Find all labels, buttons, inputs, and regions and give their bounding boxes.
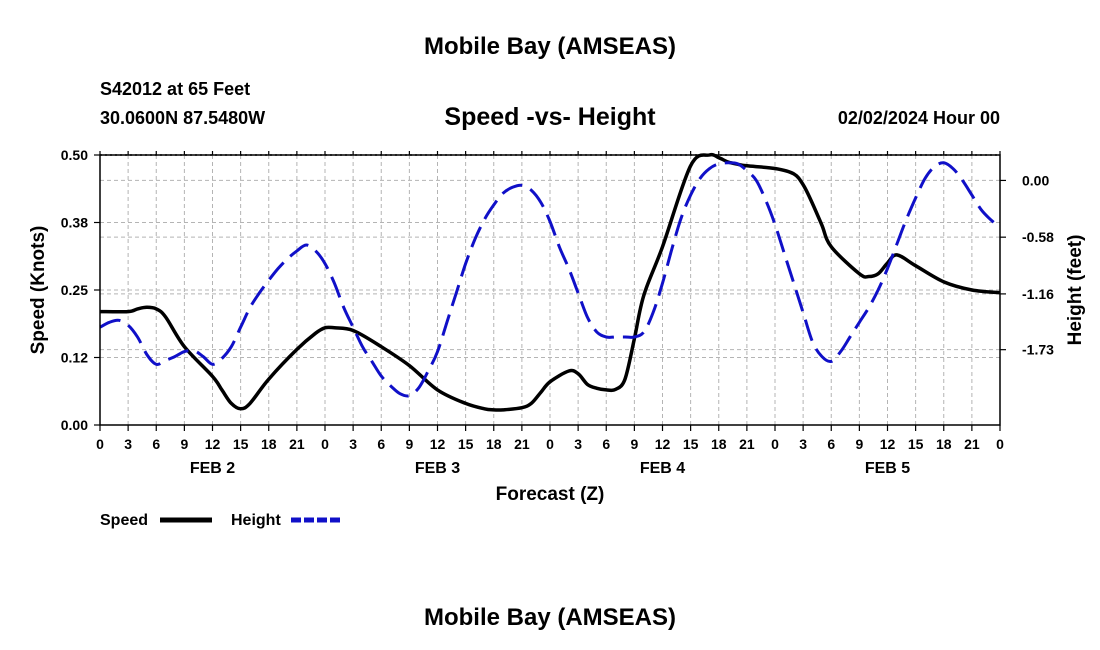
y-axis-ticks: 0.00 0.12 0.25 0.38 0.50 <box>61 147 100 433</box>
x-tick-label: 12 <box>430 436 446 452</box>
grid-lines <box>100 155 1000 425</box>
x-tick-label: 6 <box>377 436 385 452</box>
x-tick-label: 6 <box>827 436 835 452</box>
y-tick-label: 0.38 <box>61 215 88 231</box>
y2-axis-ticks: 0.00 -0.58 -1.16 -1.73 <box>1000 172 1054 358</box>
x-tick-label: 21 <box>289 436 305 452</box>
day-label: FEB 3 <box>415 460 460 477</box>
x-tick-label: 9 <box>405 436 413 452</box>
x-tick-label: 9 <box>180 436 188 452</box>
x-tick-label: 0 <box>321 436 329 452</box>
day-label: FEB 2 <box>190 460 235 477</box>
series-group <box>99 152 1001 412</box>
x-tick-label: 18 <box>261 436 277 452</box>
x-tick-label: 0 <box>546 436 554 452</box>
x-tick-label: 21 <box>739 436 755 452</box>
y-tick-label: 0.25 <box>61 282 88 298</box>
x-axis-label: Forecast (Z) <box>496 484 605 505</box>
x-axis-ticks: 0 3 6 9 12 15 18 21 0 3 6 9 12 15 18 21 0 3 6 9 12 15 18 21 0 3 6 9… <box>96 151 1004 452</box>
footer-title: Mobile Bay (AMSEAS) <box>424 604 676 631</box>
x-tick-label: 6 <box>152 436 160 452</box>
day-labels: FEB 2 FEB 3 FEB 4 FEB 5 <box>190 460 910 477</box>
x-tick-label: 3 <box>799 436 807 452</box>
page-title: Mobile Bay (AMSEAS) <box>424 33 676 60</box>
forecast-date: 02/02/2024 Hour 00 <box>838 108 1000 128</box>
x-tick-label: 15 <box>458 436 474 452</box>
x-tick-label: 15 <box>908 436 924 452</box>
x-tick-label: 0 <box>96 436 104 452</box>
x-tick-label: 9 <box>855 436 863 452</box>
x-tick-label: 3 <box>574 436 582 452</box>
x-tick-label: 9 <box>630 436 638 452</box>
coordinates-label: 30.0600N 87.5480W <box>100 108 265 128</box>
y-tick-label: 0.50 <box>61 147 88 163</box>
x-tick-label: 18 <box>486 436 502 452</box>
chart-title: Speed -vs- Height <box>444 103 656 131</box>
x-tick-label: 3 <box>124 436 132 452</box>
x-tick-label: 18 <box>711 436 727 452</box>
x-tick-label: 15 <box>233 436 249 452</box>
y2-tick-label: -0.58 <box>1022 229 1054 245</box>
x-tick-label: 12 <box>655 436 671 452</box>
y-tick-label: 0.00 <box>61 417 88 433</box>
series-speed-line <box>99 152 1001 412</box>
x-tick-label: 21 <box>964 436 980 452</box>
x-tick-label: 0 <box>996 436 1004 452</box>
x-tick-label: 3 <box>349 436 357 452</box>
x-tick-label: 21 <box>514 436 530 452</box>
y2-axis-label: Height (feet) <box>1065 235 1086 346</box>
y2-tick-label: -1.16 <box>1022 286 1054 302</box>
legend-height-label: Height <box>231 512 281 529</box>
y2-tick-label: 0.00 <box>1022 172 1049 188</box>
x-tick-label: 6 <box>602 436 610 452</box>
y-axis-label: Speed (Knots) <box>28 226 49 355</box>
y-tick-label: 0.12 <box>61 350 88 366</box>
y2-tick-label: -1.73 <box>1022 342 1054 358</box>
x-tick-label: 18 <box>936 436 952 452</box>
x-tick-label: 0 <box>771 436 779 452</box>
day-label: FEB 5 <box>865 460 910 477</box>
station-label: S42012 at 65 Feet <box>100 79 250 99</box>
x-tick-label: 15 <box>683 436 699 452</box>
day-label: FEB 4 <box>640 460 685 477</box>
x-tick-label: 12 <box>880 436 896 452</box>
series-height-line <box>99 161 1001 398</box>
x-tick-label: 12 <box>205 436 221 452</box>
legend-speed-label: Speed <box>100 512 148 529</box>
